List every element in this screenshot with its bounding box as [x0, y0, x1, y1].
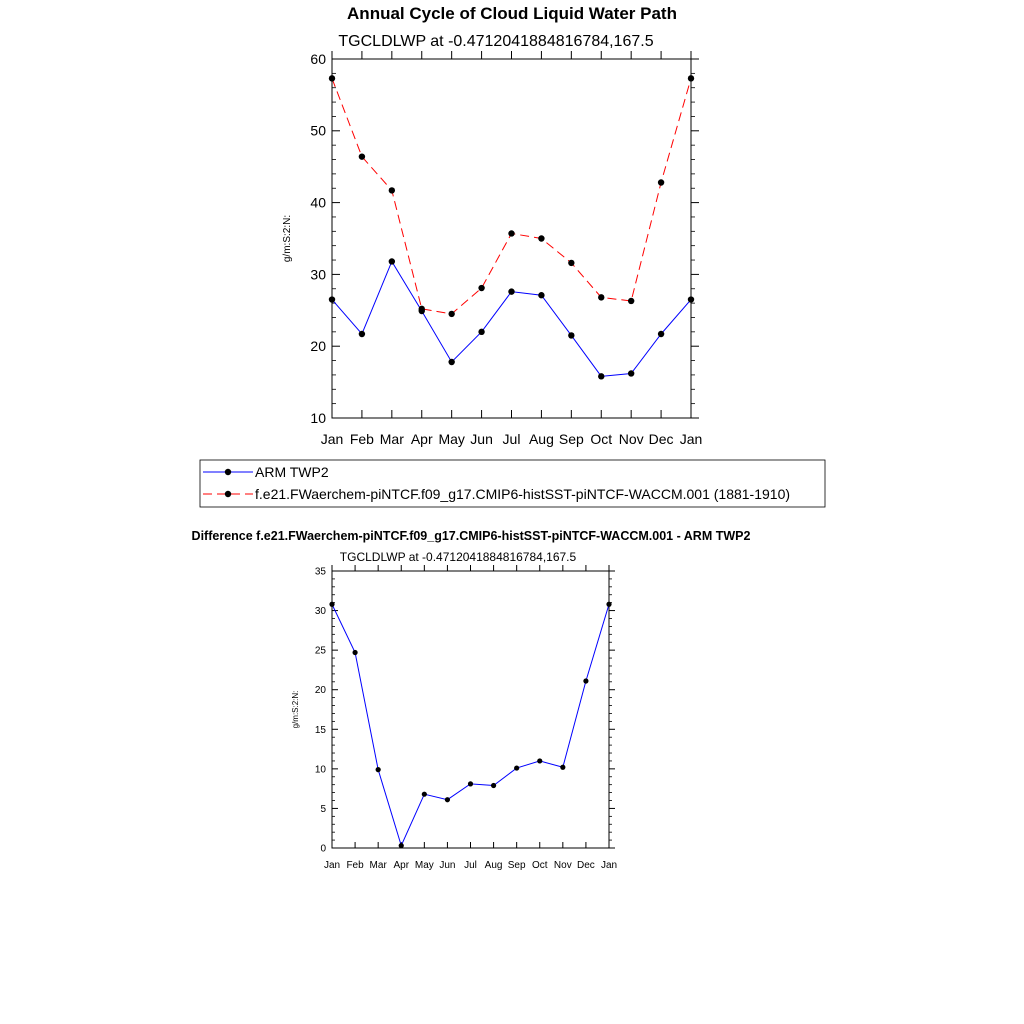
data-point-1: [568, 259, 575, 267]
data-point-0: [598, 373, 605, 380]
data-point-1: [388, 187, 396, 194]
data-point-0: [687, 296, 695, 303]
x-tick-label: May: [438, 431, 464, 447]
data-point-1: [328, 75, 336, 82]
series-line-0: [331, 604, 610, 848]
plot-frame: [331, 570, 610, 849]
data-point-0: [657, 330, 665, 338]
x-tick-label: Mar: [380, 431, 404, 447]
data-point-0: [538, 292, 545, 299]
y-tick-label: 10: [310, 410, 326, 426]
data-point-1: [538, 235, 545, 242]
data-point-0: [352, 649, 358, 656]
plot-frame: [331, 58, 692, 419]
y-tick-label: 30: [310, 266, 326, 282]
x-tick-label: Jan: [324, 860, 340, 871]
y-axis-label: g/m:S:2:N:: [291, 691, 300, 729]
data-point-1: [627, 297, 635, 305]
data-point-0: [514, 765, 520, 771]
y-tick-label: 10: [315, 764, 327, 775]
x-tick-label: Jul: [503, 431, 521, 447]
top-chart: Jan Feb Mar Apr May Jun Jul Aug Sep Oct Nov Dec Jan 1…: [282, 51, 702, 447]
y-tick-label: 20: [315, 685, 327, 696]
y-tick-label: 30: [315, 606, 327, 617]
x-tick-label: Jan: [601, 860, 617, 871]
data-point-0: [568, 332, 575, 339]
data-point-0: [606, 601, 612, 607]
data-point-0: [358, 330, 366, 338]
data-point-0: [467, 781, 474, 787]
x-tick-label: Sep: [559, 431, 584, 447]
y-tick-label: 25: [315, 646, 327, 657]
x-tick-label: Apr: [411, 431, 433, 447]
data-point-1: [358, 153, 366, 160]
y-tick-label: 50: [310, 123, 326, 139]
data-point-0: [421, 791, 427, 797]
y-tick-label: 60: [310, 51, 326, 67]
bottom-chart: Jan Feb Mar Apr May Jun Jul Aug Sep Oct Nov Dec Jan 0…: [291, 565, 617, 871]
x-tick-label: Jun: [439, 860, 455, 871]
x-tick-label: Jan: [321, 431, 344, 447]
data-point-0: [448, 358, 455, 366]
data-point-1: [418, 305, 425, 313]
x-tick-label: Jan: [680, 431, 703, 447]
legend-marker-obs: [224, 468, 232, 476]
legend: ARM TWP2 f.e21.FWaerchem-piNTCF.f09_g17.…: [199, 459, 826, 508]
legend-box: [199, 459, 826, 508]
x-tick-label: Apr: [393, 860, 409, 871]
data-point-0: [388, 258, 396, 265]
data-point-1: [478, 284, 485, 292]
x-tick-label: Sep: [508, 860, 526, 871]
top-chart-subtitle: TGCLDLWP at -0.4712041884816784,167.5: [338, 33, 653, 50]
data-point-0: [398, 843, 404, 849]
data-point-0: [478, 328, 485, 336]
y-axis-label: g/m:S:2:N:: [282, 215, 293, 262]
x-tick-label: Oct: [590, 431, 612, 447]
legend-label-obs: ARM TWP2: [255, 464, 329, 480]
y-tick-label: 15: [315, 725, 327, 736]
y-tick-label: 40: [310, 195, 326, 211]
x-tick-label: Jun: [470, 431, 493, 447]
data-point-0: [329, 601, 335, 607]
data-point-0: [583, 678, 589, 684]
x-tick-label: Nov: [619, 431, 644, 447]
data-point-1: [448, 310, 455, 318]
data-point-1: [598, 294, 605, 301]
x-tick-label: Dec: [649, 431, 674, 447]
x-tick-label: Jul: [464, 860, 477, 871]
x-tick-label: Feb: [350, 431, 374, 447]
x-tick-label: Nov: [554, 860, 572, 871]
data-point-0: [328, 296, 336, 303]
data-point-1: [687, 75, 695, 82]
x-tick-label: May: [415, 860, 434, 871]
data-point-0: [375, 767, 381, 773]
data-point-1: [657, 179, 665, 186]
x-tick-label: Mar: [370, 860, 388, 871]
y-tick-label: 5: [320, 804, 326, 815]
data-point-0: [537, 758, 543, 764]
y-tick-label: 35: [315, 567, 327, 578]
data-point-0: [490, 782, 497, 789]
y-tick-label: 20: [310, 338, 326, 354]
legend-marker-model: [224, 490, 232, 498]
data-point-1: [508, 230, 515, 237]
x-tick-label: Dec: [577, 860, 595, 871]
data-point-0: [508, 288, 515, 295]
y-tick-label: 0: [320, 844, 326, 855]
data-point-0: [444, 797, 451, 803]
series-line-1: [331, 78, 692, 315]
x-tick-label: Aug: [529, 431, 554, 447]
x-tick-label: Feb: [346, 860, 364, 871]
data-point-0: [560, 764, 566, 770]
difference-title: Difference f.e21.FWaerchem-piNTCF.f09_g1…: [192, 529, 751, 543]
bottom-chart-subtitle: TGCLDLWP at -0.4712041884816784,167.5: [340, 550, 577, 564]
main-title: Annual Cycle of Cloud Liquid Water Path: [347, 4, 677, 23]
legend-label-model: f.e21.FWaerchem-piNTCF.f09_g17.CMIP6-his…: [255, 486, 790, 502]
data-point-0: [627, 370, 635, 377]
x-tick-label: Oct: [532, 860, 548, 871]
x-tick-label: Aug: [485, 860, 503, 871]
